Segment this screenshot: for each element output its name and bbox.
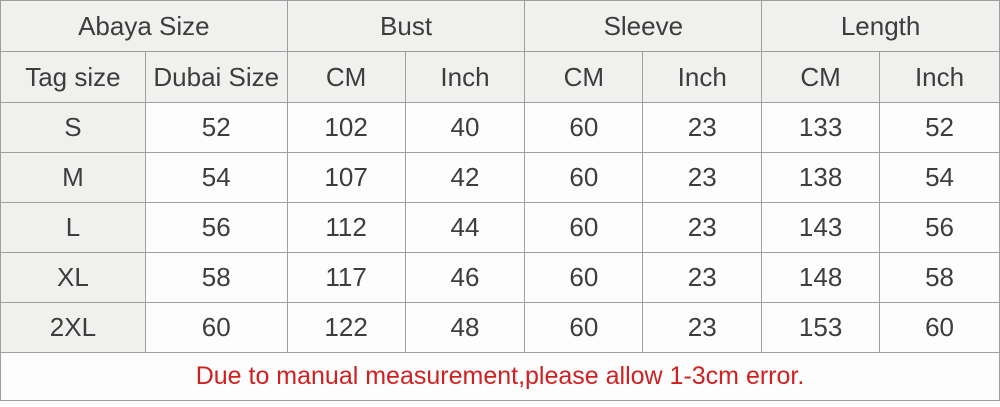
cell-dubai-size: 56: [144, 202, 288, 253]
cell-length-cm: 143: [761, 202, 881, 253]
cell-dubai-size: 52: [144, 102, 288, 153]
cell-sleeve-inch: 23: [642, 302, 763, 353]
cell-bust-cm: 117: [286, 252, 406, 303]
col-header-length-cm: CM: [761, 51, 881, 103]
cell-length-inch: 52: [879, 102, 1000, 153]
cell-sleeve-cm: 60: [524, 302, 644, 353]
cell-bust-inch: 46: [404, 252, 526, 303]
table-row-m: M 54 107 42 60 23 138 54: [0, 152, 1000, 203]
cell-length-inch: 56: [879, 202, 1000, 253]
cell-bust-cm: 102: [286, 102, 406, 153]
col-header-sleeve-inch: Inch: [642, 51, 763, 103]
cell-length-cm: 133: [761, 102, 881, 153]
cell-bust-inch: 42: [404, 152, 526, 203]
note-row: Due to manual measurement,please allow 1…: [0, 352, 1000, 401]
group-header-length: Length: [761, 0, 1000, 52]
cell-dubai-size: 54: [144, 152, 288, 203]
cell-dubai-size: 60: [144, 302, 288, 353]
col-header-length-inch: Inch: [879, 51, 1000, 103]
cell-bust-inch: 48: [404, 302, 526, 353]
table-row-2xl: 2XL 60 122 48 60 23 153 60: [0, 302, 1000, 353]
col-header-sleeve-cm: CM: [524, 51, 644, 103]
cell-sleeve-cm: 60: [524, 202, 644, 253]
cell-bust-cm: 122: [286, 302, 406, 353]
cell-bust-cm: 112: [286, 202, 406, 253]
table-row-l: L 56 112 44 60 23 143 56: [0, 202, 1000, 253]
sub-header-row: Tag size Dubai Size CM Inch CM Inch CM I…: [0, 51, 1000, 103]
table-row-s: S 52 102 40 60 23 133 52: [0, 102, 1000, 153]
group-header-row: Abaya Size Bust Sleeve Length: [0, 0, 1000, 52]
cell-length-cm: 153: [761, 302, 881, 353]
cell-tag-size: 2XL: [0, 302, 146, 353]
col-header-bust-inch: Inch: [404, 51, 526, 103]
cell-sleeve-inch: 23: [642, 152, 763, 203]
cell-sleeve-inch: 23: [642, 202, 763, 253]
cell-bust-inch: 44: [404, 202, 526, 253]
cell-length-inch: 54: [879, 152, 1000, 203]
cell-sleeve-cm: 60: [524, 252, 644, 303]
cell-tag-size: S: [0, 102, 146, 153]
cell-dubai-size: 58: [144, 252, 288, 303]
cell-bust-cm: 107: [286, 152, 406, 203]
cell-sleeve-inch: 23: [642, 102, 763, 153]
measurement-note: Due to manual measurement,please allow 1…: [0, 352, 1000, 401]
cell-tag-size: M: [0, 152, 146, 203]
group-header-bust: Bust: [286, 0, 526, 52]
cell-length-inch: 58: [879, 252, 1000, 303]
cell-sleeve-cm: 60: [524, 102, 644, 153]
cell-sleeve-cm: 60: [524, 152, 644, 203]
cell-length-inch: 60: [879, 302, 1000, 353]
table-row-xl: XL 58 117 46 60 23 148 58: [0, 252, 1000, 303]
cell-length-cm: 138: [761, 152, 881, 203]
group-header-abaya-size: Abaya Size: [0, 0, 288, 52]
col-header-tag-size: Tag size: [0, 51, 146, 103]
col-header-bust-cm: CM: [286, 51, 406, 103]
group-header-sleeve: Sleeve: [524, 0, 763, 52]
cell-bust-inch: 40: [404, 102, 526, 153]
cell-tag-size: XL: [0, 252, 146, 303]
cell-sleeve-inch: 23: [642, 252, 763, 303]
col-header-dubai-size: Dubai Size: [144, 51, 288, 103]
cell-length-cm: 148: [761, 252, 881, 303]
cell-tag-size: L: [0, 202, 146, 253]
